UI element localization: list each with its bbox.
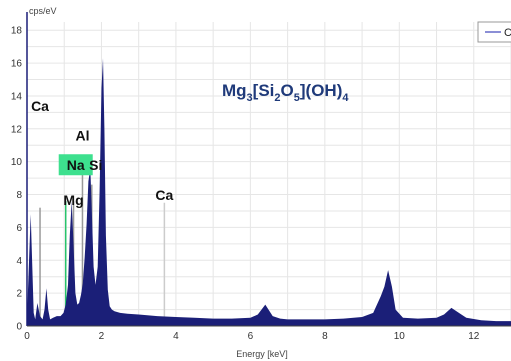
x-tick-label: 12 <box>468 331 480 342</box>
y-tick-label: 16 <box>11 59 23 70</box>
y-axis-unit: cps/eV <box>29 6 57 16</box>
grid <box>26 22 511 327</box>
element-highlight-na <box>58 154 93 176</box>
legend-label: C <box>504 27 511 39</box>
x-tick-label: 6 <box>248 331 254 342</box>
formula-subscript: 2 <box>274 92 280 104</box>
x-tick-label: 4 <box>173 331 179 342</box>
y-tick-label: 0 <box>16 322 22 333</box>
element-label-mg: Mg <box>63 192 83 208</box>
spectrum-area <box>27 58 511 326</box>
y-tick-label: 12 <box>11 124 23 135</box>
x-tick-label: 2 <box>99 331 105 342</box>
element-label-na: Na <box>67 157 85 173</box>
formula-subscript: 5 <box>294 92 300 104</box>
element-label-ca: Ca <box>31 98 49 114</box>
y-tick-label: 6 <box>16 223 22 234</box>
legend: C <box>477 21 511 43</box>
y-tick-label: 10 <box>11 157 23 168</box>
x-tick-label: 0 <box>24 331 30 342</box>
formula-part: O <box>281 81 294 100</box>
tick-labels: 0 2 4 6 8 10 12 0 2 4 6 8 10 12 14 16 18 <box>11 26 480 342</box>
formula-part: Mg <box>222 81 247 100</box>
y-tick-label: 14 <box>11 91 23 102</box>
element-label-si: Si <box>89 157 102 173</box>
x-axis-label: Energy [keV] <box>236 349 288 359</box>
y-tick-label: 8 <box>16 190 22 201</box>
y-tick-label: 18 <box>11 26 23 37</box>
chemical-formula: Mg3[Si2O5](OH)4 <box>222 81 349 104</box>
formula-part: ](OH) <box>300 81 342 100</box>
axes <box>26 12 511 327</box>
element-label-ca: Ca <box>155 187 173 203</box>
x-tick-label: 8 <box>322 331 328 342</box>
y-tick-label: 2 <box>16 289 22 300</box>
element-label-al: Al <box>75 128 89 144</box>
formula-subscript: 3 <box>247 92 253 104</box>
y-tick-label: 4 <box>16 256 22 267</box>
x-tick-label: 10 <box>394 331 406 342</box>
formula-part: [Si <box>253 81 275 100</box>
formula-subscript: 4 <box>342 92 349 104</box>
